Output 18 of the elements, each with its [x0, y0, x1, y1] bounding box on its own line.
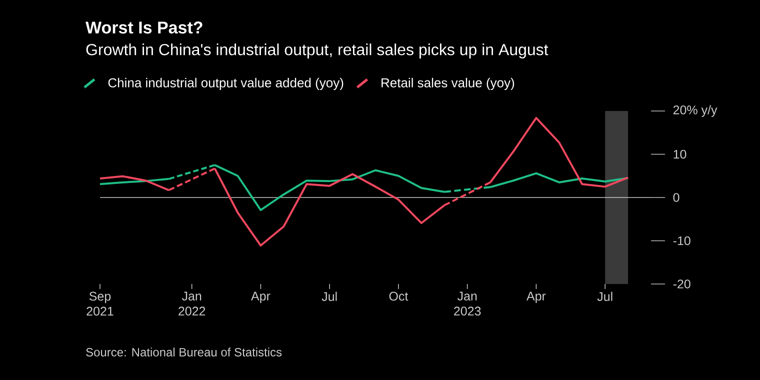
- x-tick-label: Sep 2021: [86, 292, 114, 316]
- y-tick-label: 0: [673, 193, 680, 202]
- y-tick-label: -20: [673, 280, 690, 288]
- legend-label: China industrial output value added (yoy): [108, 78, 344, 90]
- chart-title: Worst Is Past?: [86, 22, 202, 34]
- x-tick-label: Jul: [597, 292, 612, 301]
- y-tick-label: 20% y/y: [673, 105, 718, 117]
- x-tick-label: Jan 2022: [178, 292, 206, 316]
- source-note: Source: National Bureau of Statistics: [86, 348, 282, 356]
- x-tick-label: Apr: [251, 292, 270, 303]
- chart-subtitle: Growth in China's industrial output, retail sales picks up in August: [86, 44, 548, 58]
- x-tick-label: Jan 2023: [454, 292, 481, 316]
- y-tick-label: -10: [673, 236, 690, 246]
- x-tick-label: Apr: [526, 292, 546, 303]
- y-tick-label: 10: [674, 150, 686, 159]
- x-tick-label: Oct: [389, 292, 408, 301]
- x-tick-label: Jul: [322, 292, 337, 301]
- legend-label: Retail sales value (yoy): [382, 78, 514, 90]
